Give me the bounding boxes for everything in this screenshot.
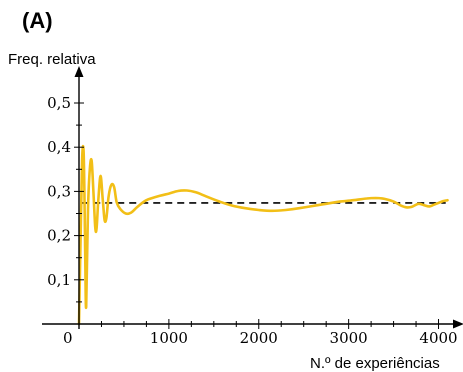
y-axis-arrow (74, 66, 84, 77)
y-tick-label: 0,3 (47, 182, 71, 200)
x-tick-label: 1000 (150, 329, 188, 347)
y-tick-label: 0,1 (47, 271, 71, 289)
panel-label: (A) (22, 8, 53, 33)
y-axis-label: Freq. relativa (8, 51, 96, 68)
x-tick-label: 2000 (240, 329, 278, 347)
origin-label: 0 (63, 329, 73, 347)
series-group (77, 144, 449, 326)
y-tick-label: 0,2 (47, 227, 71, 245)
x-axis-arrow (453, 319, 463, 329)
y-tick-label: 0,4 (47, 138, 71, 156)
x-axis-label: N.º de experiências (310, 355, 440, 372)
x-tick-label: 4000 (419, 329, 457, 347)
series-line (77, 144, 449, 326)
axes-group: 0 1000 2000 3000 4000 0,1 0,2 0,3 0,4 0,5 (42, 66, 463, 347)
y-tick-label: 0,5 (47, 94, 71, 112)
x-tick-label: 3000 (330, 329, 368, 347)
